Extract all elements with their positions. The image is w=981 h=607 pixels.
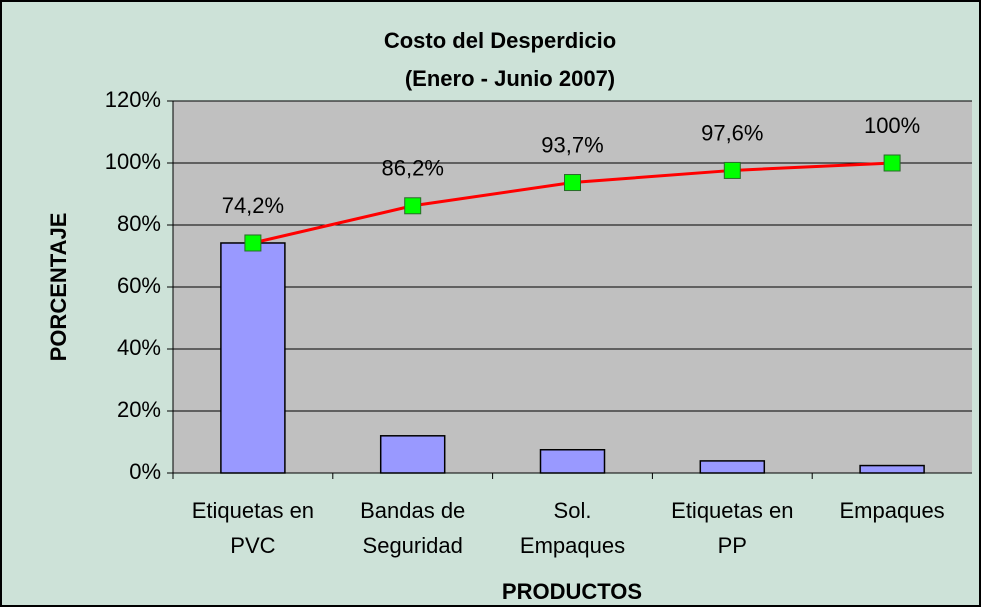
line-marker (564, 174, 581, 192)
y-tick-label: 20% (117, 397, 161, 422)
x-tick-label: Etiquetas en PP (671, 498, 793, 558)
bar (699, 460, 766, 474)
y-tick-label: 80% (117, 211, 161, 236)
line-marker (883, 154, 901, 172)
bar (220, 242, 286, 474)
chart-subtitle: (Enero - Junio 2007) (405, 66, 615, 91)
chart-title: Costo del Desperdicio (384, 28, 616, 53)
data-label: 74,2% (222, 193, 284, 218)
data-label: 100% (864, 113, 920, 138)
line-marker (723, 161, 741, 179)
line-marker (404, 197, 422, 215)
y-tick-label: 0% (129, 459, 161, 484)
data-label: 93,7% (541, 132, 603, 157)
x-tick-label: Etiquetas en PVC (192, 498, 314, 558)
y-tick-label: 40% (117, 335, 161, 360)
x-tick-label: Empaques (840, 498, 945, 523)
x-axis-label: PRODUCTOS (502, 579, 642, 604)
y-tick-label: 60% (117, 273, 161, 298)
data-label: 86,2% (382, 156, 444, 181)
bar (859, 464, 925, 474)
y-tick-label: 100% (105, 149, 161, 174)
line-marker (244, 234, 262, 252)
bar (379, 435, 446, 474)
x-tick-label: Sol. Empaques (520, 498, 625, 558)
bar (539, 449, 606, 474)
y-axis-label: PORCENTAJE (46, 213, 71, 362)
y-tick-label: 120% (105, 87, 161, 112)
data-label: 97,6% (701, 120, 763, 145)
x-tick-label: Bandas de Seguridad (360, 498, 465, 558)
